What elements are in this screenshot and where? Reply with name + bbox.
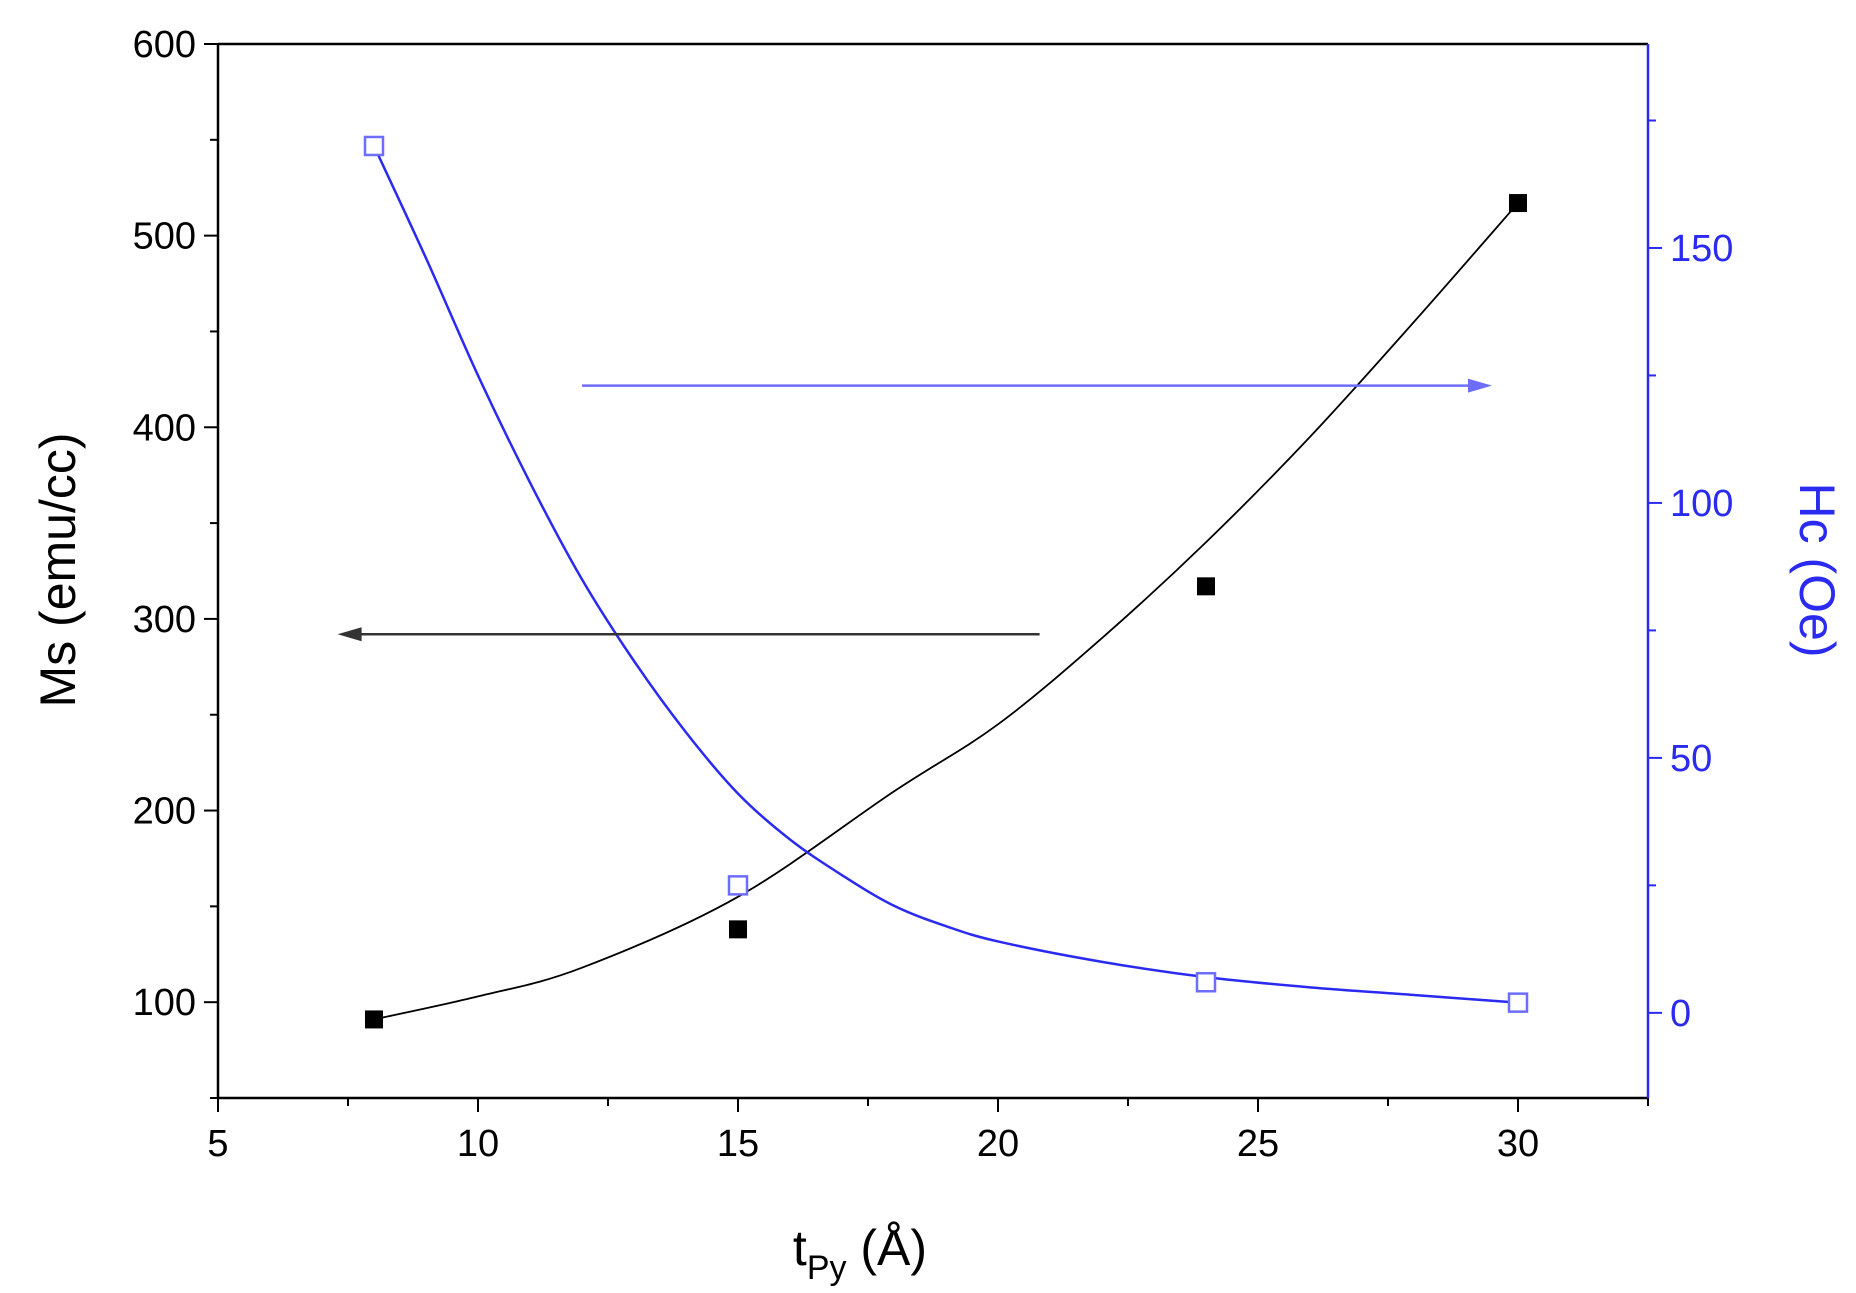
x-tick-label: 20 xyxy=(977,1123,1019,1165)
hc-point xyxy=(1195,971,1217,993)
ms-fit-curve xyxy=(373,202,1519,1021)
hc-point xyxy=(363,135,385,157)
hc-fit-curve xyxy=(372,145,1519,1004)
x-tick-label: 5 xyxy=(207,1123,228,1165)
y-right-tick-label: 150 xyxy=(1670,228,1733,270)
x-tick-label: 25 xyxy=(1237,1123,1279,1165)
left-axis-ticks: 100 200 300 400 500 600 xyxy=(133,24,218,1099)
x-tick-label: 10 xyxy=(457,1123,499,1165)
y-right-tick-label: 50 xyxy=(1670,738,1712,780)
right-axis-title: Hc (Oe) xyxy=(1789,483,1845,658)
y-left-tick-label: 600 xyxy=(133,24,196,66)
x-axis-title: tPy (Å) xyxy=(793,1220,927,1287)
right-axis-ticks: 0 50 100 150 xyxy=(1648,119,1733,1035)
x-tick-label: 30 xyxy=(1497,1123,1539,1165)
left-axis-title: Ms (emu/cc) xyxy=(30,433,86,708)
hc-point xyxy=(1507,992,1529,1013)
y-right-tick-label: 0 xyxy=(1670,993,1691,1035)
hc-point xyxy=(727,875,749,896)
fit-curves xyxy=(372,145,1519,1021)
x-axis-title-subscript: Py xyxy=(807,1249,847,1287)
y-left-tick-label: 500 xyxy=(133,216,196,258)
ms-point xyxy=(1509,194,1527,213)
data-points xyxy=(363,135,1529,1029)
ms-axis-arrow-head xyxy=(337,627,362,642)
axis-arrows xyxy=(337,378,1492,642)
ms-point xyxy=(1197,577,1215,596)
y-left-tick-label: 100 xyxy=(133,982,196,1024)
x-axis-ticks: 5 10 15 20 25 30 xyxy=(207,1098,1649,1165)
ms-point xyxy=(729,920,747,939)
plot-frame xyxy=(216,42,1650,1100)
y-left-tick-label: 200 xyxy=(133,791,196,833)
y-left-tick-label: 300 xyxy=(133,599,196,641)
hc-axis-arrow-head xyxy=(1468,378,1492,393)
x-axis-title-rest: (Å) xyxy=(847,1220,928,1276)
x-axis-title-main: t xyxy=(793,1220,807,1276)
x-tick-label: 15 xyxy=(717,1123,759,1165)
y-left-tick-label: 400 xyxy=(133,407,196,449)
y-right-tick-label: 100 xyxy=(1670,483,1733,525)
ms-point xyxy=(365,1010,383,1029)
